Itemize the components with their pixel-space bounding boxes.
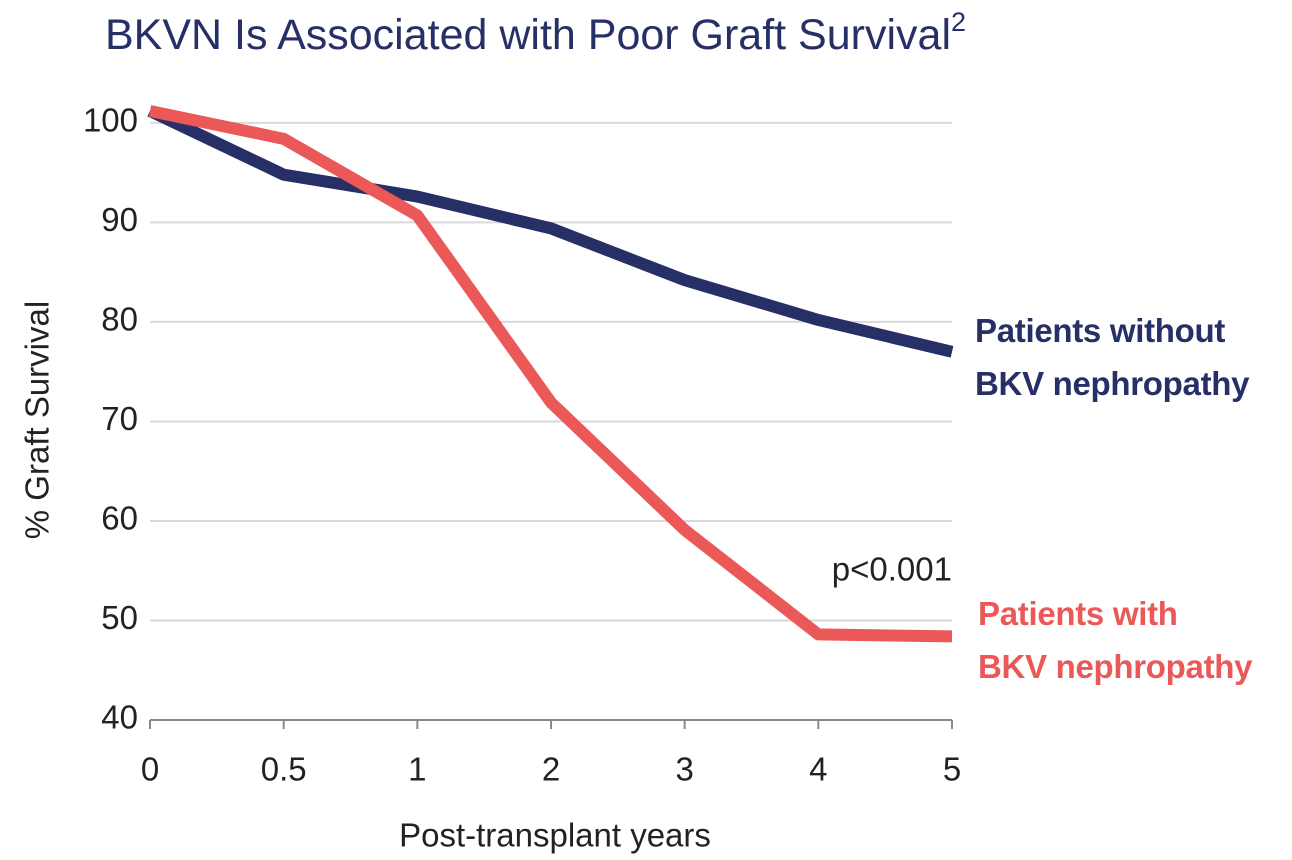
x-tick-label: 1: [408, 751, 426, 788]
series-line: [147, 105, 954, 358]
x-tick-label: 0: [141, 751, 159, 788]
y-tick-label: 80: [101, 301, 138, 338]
legend-entry: Patients with BKV nephropathy: [978, 595, 1253, 685]
title-footnote: 2: [951, 7, 966, 37]
x-tick-label: 0.5: [261, 751, 307, 788]
x-tick-label: 5: [943, 751, 961, 788]
series-line: [148, 105, 953, 643]
y-tick-label: 50: [101, 599, 138, 636]
y-axis-label: % Graft Survival: [19, 301, 56, 539]
x-tick-label: 2: [542, 751, 560, 788]
y-tick-label: 60: [101, 500, 138, 537]
y-tick-label: 100: [83, 102, 138, 139]
title-text: BKVN Is Associated with Poor Graft Survi…: [105, 11, 951, 59]
y-tick-label: 70: [101, 400, 138, 437]
y-tick-label: 90: [101, 201, 138, 238]
y-tick-label: 40: [101, 699, 138, 736]
legend-entry: Patients without BKV nephropathy: [975, 312, 1250, 402]
x-axis-label: Post-transplant years: [399, 817, 711, 854]
x-tick-label: 3: [675, 751, 693, 788]
chart-title: BKVN Is Associated with Poor Graft Survi…: [105, 7, 966, 59]
annotation: p<0.001: [832, 551, 952, 588]
x-tick-label: 4: [809, 751, 827, 788]
